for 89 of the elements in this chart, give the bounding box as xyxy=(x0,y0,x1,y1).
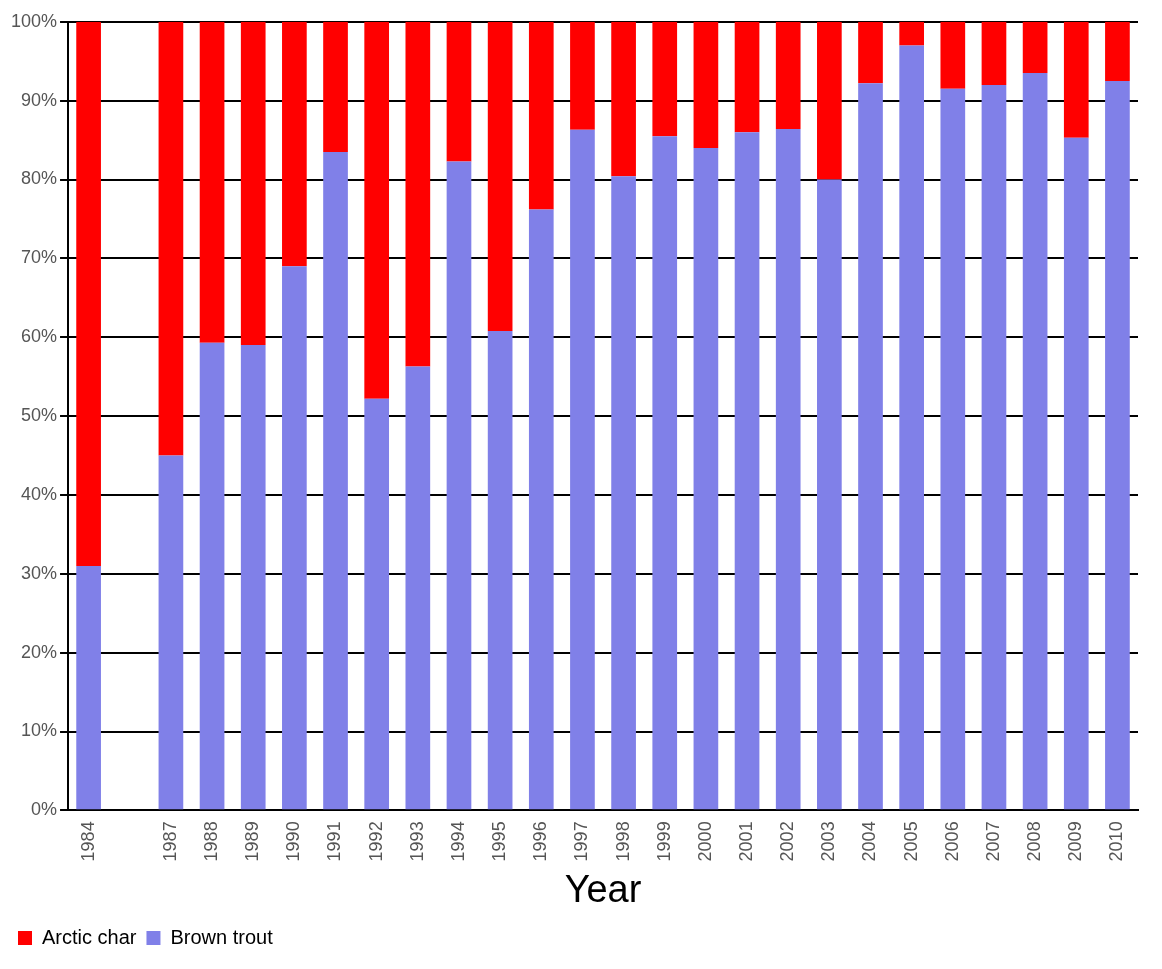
bar xyxy=(652,21,678,137)
bar xyxy=(817,179,842,810)
bar xyxy=(858,21,883,84)
bar xyxy=(323,151,348,810)
bar xyxy=(405,21,431,367)
bar xyxy=(1022,73,1048,810)
x-tick-label: 2009 xyxy=(1065,821,1086,862)
bar xyxy=(405,366,431,810)
bar xyxy=(940,88,966,810)
bar xyxy=(1105,80,1130,810)
x-axis-title: Year xyxy=(564,867,642,910)
x-tick-label: 1989 xyxy=(242,821,263,862)
x-tick-label: 2000 xyxy=(694,821,715,862)
x-tick-label: 1992 xyxy=(365,821,386,862)
bar xyxy=(1063,137,1089,810)
y-tick-label: 30% xyxy=(21,562,58,583)
x-tick-label: 1993 xyxy=(406,821,427,862)
bar xyxy=(775,129,801,810)
x-tick-label: 1987 xyxy=(159,821,180,862)
y-tick-label: 0% xyxy=(31,799,58,820)
bar xyxy=(199,21,225,343)
x-tick-label: 1995 xyxy=(489,821,510,862)
x-tick-label: 2006 xyxy=(941,821,962,862)
bar xyxy=(446,21,472,162)
bar xyxy=(652,136,678,810)
x-tick-label: 2001 xyxy=(736,821,757,862)
bar xyxy=(364,398,390,810)
x-tick-label: 2008 xyxy=(1024,821,1045,862)
bar xyxy=(487,21,513,331)
x-tick-label: 1994 xyxy=(447,821,468,862)
y-tick-label: 100% xyxy=(10,10,58,31)
bar xyxy=(487,330,513,810)
x-tick-label: 1988 xyxy=(201,821,222,862)
bar xyxy=(899,21,925,46)
x-tick-label: 2004 xyxy=(859,821,880,862)
x-tick-label: 1999 xyxy=(653,821,674,862)
bar xyxy=(282,21,307,267)
bar xyxy=(734,21,760,133)
y-tick-label: 50% xyxy=(21,405,58,426)
bar xyxy=(570,21,595,130)
y-tick-label: 10% xyxy=(21,720,58,741)
bar xyxy=(940,21,966,89)
y-tick-label: 90% xyxy=(21,89,58,110)
bar xyxy=(528,209,554,810)
bar xyxy=(240,21,266,346)
y-tick-label: 20% xyxy=(21,641,58,662)
x-tick-label: 2007 xyxy=(982,821,1003,862)
bar xyxy=(1105,21,1130,81)
x-tick-label: 2002 xyxy=(777,821,798,862)
x-tick-label: 2005 xyxy=(900,821,921,862)
bar xyxy=(611,21,636,177)
bar xyxy=(1063,21,1089,138)
x-tick-label: 1998 xyxy=(612,821,633,862)
x-tick-label: 1990 xyxy=(283,821,304,862)
bar xyxy=(158,455,184,810)
bar xyxy=(158,21,184,456)
bar xyxy=(282,266,307,810)
bar xyxy=(364,21,390,399)
x-tick-label: 1996 xyxy=(530,821,551,862)
bar xyxy=(240,345,266,810)
legend-label: Arctic char xyxy=(42,925,137,948)
bar xyxy=(981,21,1007,85)
bar xyxy=(611,176,636,810)
bar xyxy=(858,83,883,810)
bar xyxy=(1022,21,1048,74)
y-tick-label: 70% xyxy=(21,247,58,268)
bar xyxy=(693,21,719,148)
bar xyxy=(570,129,595,810)
bar xyxy=(775,21,801,130)
bar xyxy=(981,84,1007,810)
bar xyxy=(446,161,472,810)
bar xyxy=(323,21,348,152)
bar xyxy=(76,21,101,566)
x-tick-label: 2003 xyxy=(818,821,839,862)
bar xyxy=(693,147,719,810)
bar xyxy=(899,45,925,810)
y-tick-label: 80% xyxy=(21,168,58,189)
x-tick-label: 1991 xyxy=(324,821,345,862)
bar xyxy=(199,342,225,810)
bar xyxy=(528,21,554,210)
legend-label: Brown trout xyxy=(170,925,274,948)
x-tick-label: 1984 xyxy=(77,821,98,862)
y-tick-label: 40% xyxy=(21,483,58,504)
bar xyxy=(734,132,760,810)
bar xyxy=(817,21,842,180)
x-tick-label: 2010 xyxy=(1106,821,1127,862)
y-tick-label: 60% xyxy=(21,326,58,347)
bar xyxy=(76,565,101,810)
x-tick-label: 1997 xyxy=(571,821,592,862)
